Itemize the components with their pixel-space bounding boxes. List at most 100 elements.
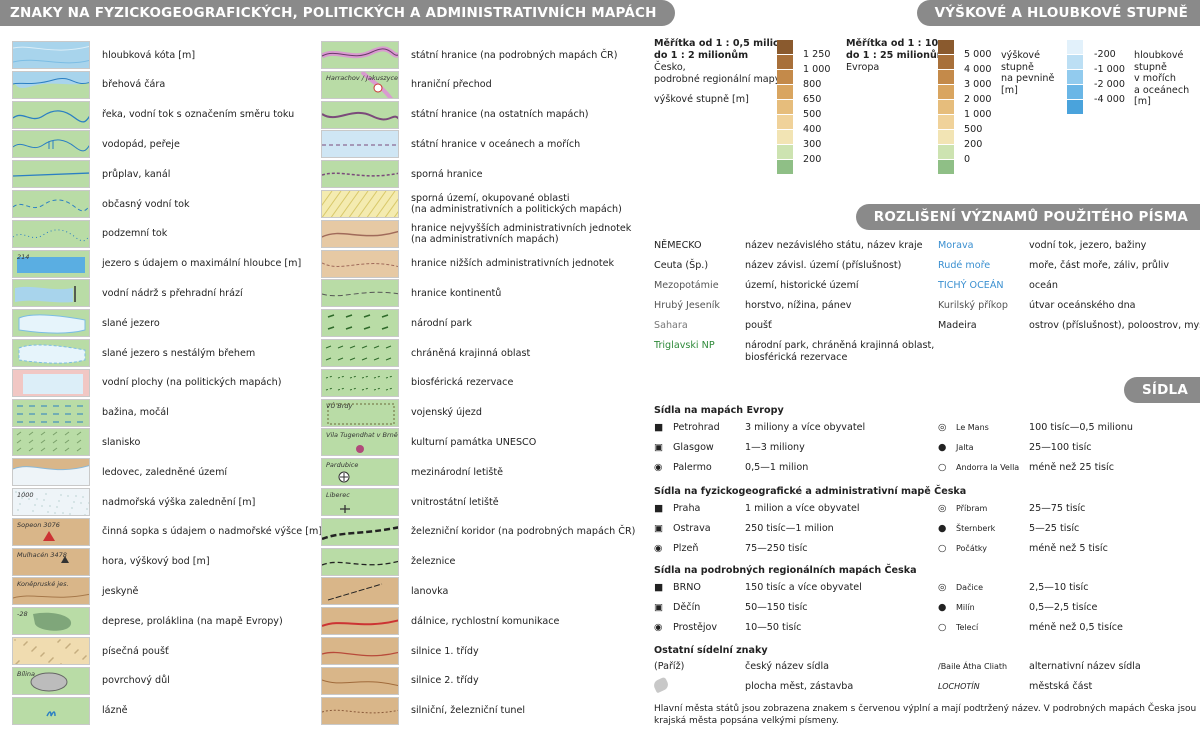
depression-swatch: -28 bbox=[12, 607, 90, 636]
scale-value: 500 bbox=[964, 124, 983, 135]
scale-value: -1 000 bbox=[1094, 64, 1125, 75]
fonts-section-title: ROZLIŠENÍ VÝZNAMŮ POUŽITÉHO PÍSMA bbox=[855, 204, 1200, 230]
scale-step bbox=[938, 100, 954, 115]
scale-step bbox=[777, 55, 793, 70]
scale1-title: Měřítka od 1 : 0,5 milionu do 1 : 2 mili… bbox=[654, 38, 794, 61]
legend-col2-row: hranice nejvyšších administrativních jed… bbox=[321, 219, 631, 249]
biosphere-reserve-swatch bbox=[321, 368, 399, 397]
font-sample: Hrubý Jeseník bbox=[654, 300, 720, 311]
scale-value: 200 bbox=[803, 154, 822, 165]
font-description: národní park, chráněná krajinná oblast, … bbox=[745, 340, 935, 363]
sea-border-swatch bbox=[321, 130, 399, 159]
settlement-symbol-icon: ■ bbox=[654, 503, 664, 514]
legend-label: dálnice, rychlostní komunikace bbox=[411, 615, 560, 627]
legend-col1-row: 214 jezero s údajem o maximální hloubce [… bbox=[12, 249, 301, 279]
scale1-unit: výškové stupně [m] bbox=[654, 94, 749, 105]
reservoir-swatch bbox=[12, 279, 90, 308]
railway-swatch bbox=[321, 547, 399, 576]
settlement-symbol-icon: ■ bbox=[654, 422, 664, 433]
legend-col1-row: slané jezero s nestálým břehem bbox=[12, 338, 255, 368]
legend-col1-row: Koněpruské jes. jeskyně bbox=[12, 576, 138, 606]
legend-label: lanovka bbox=[411, 585, 449, 597]
swatch-inner-label: Harrachov / Jakuszyce bbox=[326, 73, 399, 82]
scale-step bbox=[1067, 40, 1083, 55]
border-crossing-swatch: Harrachov / Jakuszyce bbox=[321, 70, 399, 99]
underground-stream-swatch bbox=[12, 219, 90, 248]
settlement-sample: LOCHOTÍN bbox=[938, 682, 980, 691]
settlement-description: plocha měst, zástavba bbox=[745, 681, 854, 692]
scale-value: -2 000 bbox=[1094, 79, 1125, 90]
legend-label: řeka, vodní tok s označením směru toku bbox=[102, 109, 295, 121]
lake-depth-swatch: 214 bbox=[12, 249, 90, 278]
legend-col1-row: ledovec, zaledněné území bbox=[12, 457, 227, 487]
settlement-symbol-icon: ● bbox=[938, 602, 947, 613]
legend-label: jeskyně bbox=[102, 585, 139, 597]
settlement-description: 100 tisíc—0,5 milionu bbox=[1029, 422, 1133, 433]
legend-label: sporná hranice bbox=[411, 168, 483, 180]
volcano-swatch: Sopeon 3076 bbox=[12, 517, 90, 546]
settlement-description: méně než 0,5 tisíce bbox=[1029, 622, 1123, 633]
scale-step bbox=[777, 130, 793, 145]
legend-label: břehová čára bbox=[102, 79, 166, 91]
legend-col1-row: Sopeon 3076 činná sopka s údajem o nadmoř… bbox=[12, 517, 322, 547]
settlement-sample: Andorra la Vella bbox=[956, 463, 1020, 472]
legend-col2-row: hranice nižších administrativních jednot… bbox=[321, 249, 614, 279]
swatch-inner-label: VÚ Brdy bbox=[326, 401, 353, 410]
left-section-title: ZNAKY NA FYZICKOGEOGRAFICKÝCH, POLITICKÝ… bbox=[0, 0, 675, 26]
font-description: ostrov (příslušnost), poloostrov, mys bbox=[1029, 320, 1200, 331]
font-sample: NĚMECKO bbox=[654, 240, 702, 251]
legend-col1-row: Mulhacén 3478 hora, výškový bod [m] bbox=[12, 547, 210, 577]
legend-col1-row: vodní plochy (na politických mapách) bbox=[12, 368, 281, 398]
depth-color-bar bbox=[1067, 40, 1083, 115]
legend-col2-row: železniční koridor (na podrobných mapách… bbox=[321, 517, 635, 547]
unesco-swatch: Vila Tugendhat v Brně bbox=[321, 428, 399, 457]
scale-value: 0 bbox=[964, 154, 971, 165]
legend-col2-row: Vila Tugendhat v Brně kulturní památka UN… bbox=[321, 427, 536, 457]
settlement-symbol-icon: ◉ bbox=[654, 543, 663, 554]
legend-col1-row: slané jezero bbox=[12, 308, 160, 338]
scale-step bbox=[1067, 70, 1083, 85]
settlement-description: 250 tisíc—1 milion bbox=[745, 523, 834, 534]
scale-step bbox=[777, 145, 793, 160]
motorway-swatch bbox=[321, 607, 399, 636]
legend-col2-row: Liberec vnitrostátní letiště bbox=[321, 487, 499, 517]
settlement-description: 1—3 miliony bbox=[745, 442, 805, 453]
legend-col2-row: státní hranice (na ostatních mapách) bbox=[321, 100, 589, 130]
legend-label: občasný vodní tok bbox=[102, 198, 190, 210]
settlement-description: méně než 5 tisíc bbox=[1029, 543, 1108, 554]
elevation-section-title: VÝŠKOVÉ A HLOUBKOVÉ STUPNĚ bbox=[916, 0, 1200, 26]
scale-step bbox=[938, 55, 954, 70]
swatch-inner-label: Mulhacén 3478 bbox=[17, 550, 67, 559]
settlement-sample: Šternberk bbox=[956, 524, 996, 533]
settlement-sample: (Paříž) bbox=[654, 661, 685, 672]
legend-label: železnice bbox=[411, 556, 456, 568]
settlement-description: 25—75 tisíc bbox=[1029, 503, 1086, 514]
scale-value: 4 000 bbox=[964, 64, 992, 75]
scale-value: 1 250 bbox=[803, 49, 831, 60]
settlement-sample: Příbram bbox=[956, 504, 988, 513]
legend-label: mezinárodní letiště bbox=[411, 466, 504, 478]
depth-levels-label: hloubkové stupně v mořích a oceánech [m] bbox=[1134, 50, 1190, 107]
legend-label: vodopád, peřeje bbox=[102, 138, 180, 150]
swatch-inner-label: Vila Tugendhat v Brně bbox=[326, 431, 398, 440]
settlement-symbol-icon: ◉ bbox=[654, 622, 663, 633]
settlement-symbol-icon: ○ bbox=[938, 462, 947, 473]
sand-desert-swatch bbox=[12, 637, 90, 665]
legend-label: jezero s údajem o maximální hloubce [m] bbox=[102, 258, 302, 270]
legend-label: písečná poušť bbox=[102, 645, 169, 657]
settlement-sample: Le Mans bbox=[956, 423, 989, 432]
settlement-sample: Dačice bbox=[956, 583, 984, 592]
tunnel-swatch bbox=[321, 696, 399, 725]
scale-step bbox=[1067, 85, 1083, 100]
water-depth-swatch bbox=[12, 41, 90, 69]
settlement-group-heading: Ostatní sídelní znaky bbox=[654, 645, 768, 656]
legend-col1-row: písečná poušť bbox=[12, 636, 169, 666]
spa-swatch bbox=[12, 696, 90, 725]
legend-col2-row: dálnice, rychlostní komunikace bbox=[321, 606, 559, 636]
settlement-symbol-icon: ○ bbox=[938, 543, 947, 554]
settlement-group-heading: Sídla na mapách Evropy bbox=[654, 405, 784, 416]
settlement-symbol-icon: ○ bbox=[938, 622, 947, 633]
legend-label: nadmořská výška zalednění [m] bbox=[102, 496, 256, 508]
scale2-title: Měřítka od 1 : 10 do 1 : 25 milionům bbox=[846, 38, 947, 61]
admin-top-border-swatch bbox=[321, 219, 399, 248]
